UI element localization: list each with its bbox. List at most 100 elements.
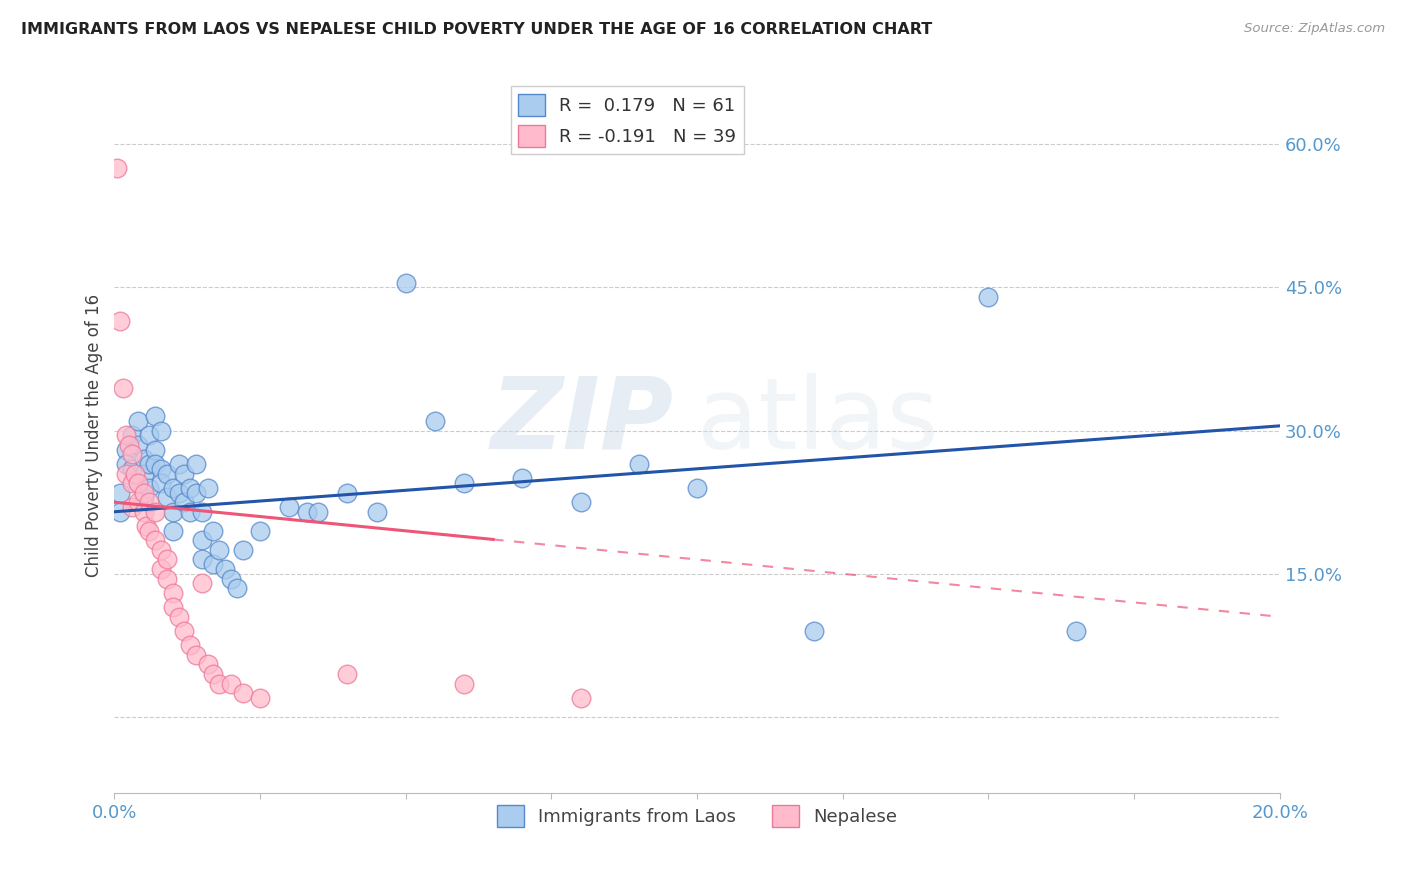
Point <box>132 467 155 481</box>
Point <box>143 533 166 548</box>
Point <box>150 543 173 558</box>
Point <box>184 457 207 471</box>
Point <box>150 562 173 576</box>
Point <box>202 524 225 538</box>
Point <box>162 600 184 615</box>
Point <box>202 667 225 681</box>
Point <box>184 648 207 662</box>
Point <box>179 481 201 495</box>
Point <box>627 457 650 471</box>
Text: atlas: atlas <box>697 373 939 469</box>
Point <box>208 543 231 558</box>
Point <box>395 276 418 290</box>
Point <box>249 524 271 538</box>
Point <box>173 624 195 638</box>
Point <box>569 495 592 509</box>
Point <box>138 524 160 538</box>
Point <box>138 428 160 442</box>
Y-axis label: Child Poverty Under the Age of 16: Child Poverty Under the Age of 16 <box>86 293 103 577</box>
Point <box>219 676 242 690</box>
Point <box>453 676 475 690</box>
Point <box>110 314 132 328</box>
Point <box>110 505 132 519</box>
Point <box>115 457 138 471</box>
Point <box>208 676 231 690</box>
Point <box>115 467 138 481</box>
Point <box>156 572 179 586</box>
Point <box>162 481 184 495</box>
Point <box>112 381 135 395</box>
Text: IMMIGRANTS FROM LAOS VS NEPALESE CHILD POVERTY UNDER THE AGE OF 16 CORRELATION C: IMMIGRANTS FROM LAOS VS NEPALESE CHILD P… <box>21 22 932 37</box>
Point <box>197 657 219 672</box>
Point <box>127 476 149 491</box>
Point <box>191 552 214 566</box>
Point <box>127 438 149 452</box>
Point <box>167 609 190 624</box>
Point <box>173 467 195 481</box>
Point <box>1064 624 1087 638</box>
Point <box>143 505 166 519</box>
Point <box>162 524 184 538</box>
Point <box>143 442 166 457</box>
Point <box>138 481 160 495</box>
Point <box>977 290 1000 304</box>
Point <box>179 639 201 653</box>
Point <box>569 690 592 705</box>
Point <box>453 476 475 491</box>
Point <box>127 495 149 509</box>
Point <box>132 452 155 467</box>
Point <box>197 481 219 495</box>
Point <box>115 428 138 442</box>
Point <box>162 505 184 519</box>
Point <box>124 467 146 481</box>
Point <box>219 572 242 586</box>
Point <box>423 414 446 428</box>
Point <box>307 505 329 519</box>
Point <box>150 424 173 438</box>
Point <box>686 481 709 495</box>
Point <box>191 505 214 519</box>
Text: ZIP: ZIP <box>491 373 673 469</box>
Point <box>249 690 271 705</box>
Point <box>143 409 166 424</box>
Point <box>191 533 214 548</box>
Point <box>121 462 143 476</box>
Point <box>167 457 190 471</box>
Point <box>121 500 143 514</box>
Point <box>132 485 155 500</box>
Point <box>156 491 179 505</box>
Point <box>127 476 149 491</box>
Point <box>191 576 214 591</box>
Point <box>162 586 184 600</box>
Point <box>156 467 179 481</box>
Point <box>232 543 254 558</box>
Point <box>184 485 207 500</box>
Point <box>118 438 141 452</box>
Point <box>202 558 225 572</box>
Point <box>132 491 155 505</box>
Point <box>121 476 143 491</box>
Point <box>803 624 825 638</box>
Point <box>105 161 128 175</box>
Point <box>132 505 155 519</box>
Point <box>295 505 318 519</box>
Point <box>115 442 138 457</box>
Point <box>138 495 160 509</box>
Point <box>214 562 236 576</box>
Text: Source: ZipAtlas.com: Source: ZipAtlas.com <box>1244 22 1385 36</box>
Point <box>110 485 132 500</box>
Point <box>167 485 190 500</box>
Point <box>179 505 201 519</box>
Point <box>225 581 247 595</box>
Point <box>278 500 301 514</box>
Point <box>121 428 143 442</box>
Point <box>336 485 359 500</box>
Point <box>127 414 149 428</box>
Legend: Immigrants from Laos, Nepalese: Immigrants from Laos, Nepalese <box>489 798 905 834</box>
Point <box>138 457 160 471</box>
Point <box>173 495 195 509</box>
Point <box>143 457 166 471</box>
Point <box>336 667 359 681</box>
Point <box>232 686 254 700</box>
Point <box>150 462 173 476</box>
